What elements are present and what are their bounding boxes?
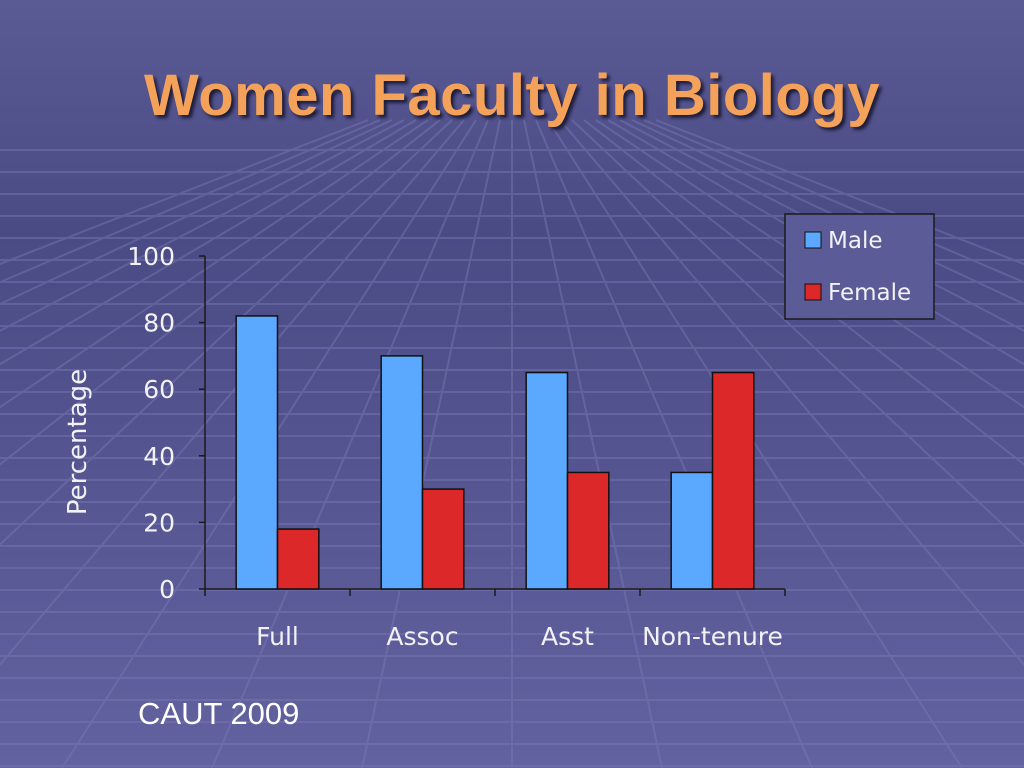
bars <box>235 315 755 590</box>
bar-female-full <box>276 528 320 590</box>
y-tick-label: 100 <box>127 242 175 271</box>
legend-label-male: Male <box>828 228 882 254</box>
y-tick-label: 80 <box>143 309 175 338</box>
legend-swatch-female <box>804 283 822 301</box>
y-tick-label: 40 <box>143 442 175 471</box>
bar-female-assoc <box>421 488 465 590</box>
bar-female-asst <box>566 471 610 590</box>
y-tick-label: 20 <box>143 508 175 537</box>
slide-title: Women Faculty in Biology <box>144 63 880 128</box>
bar-male-non-tenure <box>670 471 714 590</box>
x-tick-label: Full <box>256 622 299 651</box>
y-tick-label: 0 <box>159 575 175 604</box>
source-note: CAUT 2009 <box>138 696 300 731</box>
y-axis-label: Percentage <box>63 369 93 515</box>
x-axis: Full Assoc Asst Non-tenure <box>204 588 786 651</box>
bar-male-assoc <box>380 355 424 590</box>
x-tick-label: Non-tenure <box>642 622 783 651</box>
bar-female-non-tenure <box>711 371 755 590</box>
legend-swatch-male <box>804 231 822 249</box>
x-tick-label: Assoc <box>386 622 458 651</box>
y-tick-label: 60 <box>143 375 175 404</box>
y-axis: 0 20 40 60 80 100 <box>127 242 206 604</box>
legend: Male Female <box>784 213 935 320</box>
bar-male-full <box>235 315 279 590</box>
bar-male-asst <box>525 371 569 590</box>
legend-label-female: Female <box>828 280 911 306</box>
x-tick-label: Asst <box>541 622 594 651</box>
